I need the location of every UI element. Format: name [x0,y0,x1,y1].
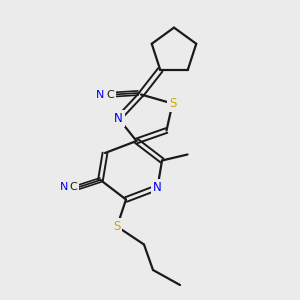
Text: S: S [113,220,121,233]
Text: N: N [153,181,162,194]
Text: N: N [114,112,123,125]
Text: C: C [106,89,114,100]
Text: N: N [59,182,68,193]
Text: N: N [96,89,105,100]
Text: S: S [169,97,176,110]
Text: C: C [69,182,77,193]
